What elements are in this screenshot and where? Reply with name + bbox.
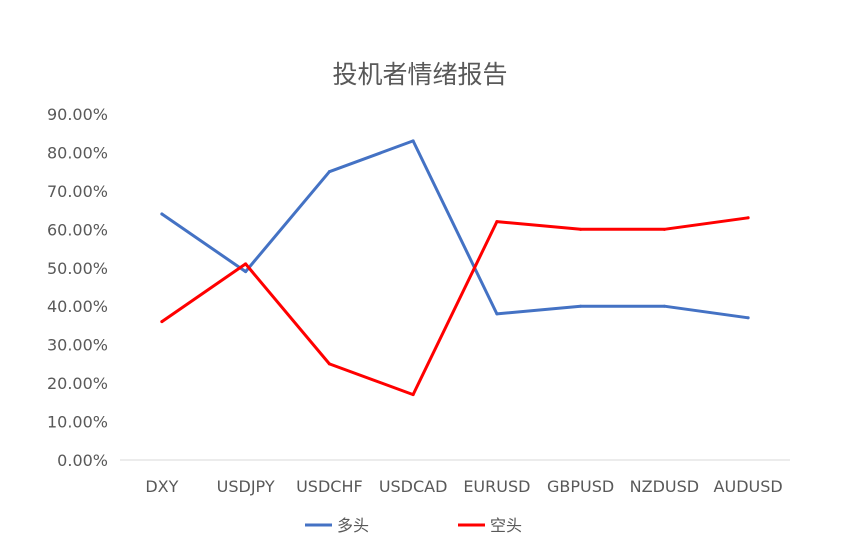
data-point [495,220,499,224]
data-point [244,270,248,274]
data-point [327,362,331,366]
legend-label: 空头 [490,516,522,535]
series-line-1 [160,216,750,397]
x-tick-label: EURUSD [463,477,530,496]
data-point [746,316,750,320]
y-tick-label: 70.00% [47,182,108,201]
y-tick-label: 60.00% [47,220,108,239]
y-tick-label: 10.00% [47,413,108,432]
y-tick-label: 0.00% [57,451,108,470]
x-tick-label: USDCAD [379,477,448,496]
data-point [495,312,499,316]
legend-label: 多头 [337,516,369,535]
data-point [579,227,583,231]
y-tick-label: 90.00% [47,105,108,124]
data-point [327,170,331,174]
data-point [160,212,164,216]
data-point [244,262,248,266]
data-point [662,304,666,308]
y-tick-label: 30.00% [47,336,108,355]
data-point [746,216,750,220]
x-tick-label: USDCHF [296,477,363,496]
x-tick-label: USDJPY [217,477,275,496]
data-point [411,139,415,143]
x-tick-label: AUDUSD [714,477,783,496]
series-layer [160,139,750,397]
x-tick-label: NZDUSD [630,477,699,496]
data-point [579,304,583,308]
chart-title: 投机者情绪报告 [332,60,507,89]
legend: 多头 空头 [305,516,522,535]
y-tick-label: 20.00% [47,374,108,393]
y-tick-label: 80.00% [47,143,108,162]
series-line-0 [160,139,750,320]
data-point [662,227,666,231]
data-point [411,393,415,397]
y-tick-label: 40.00% [47,297,108,316]
y-tick-label: 50.00% [47,259,108,278]
x-tick-label: DXY [145,477,178,496]
data-point [160,320,164,324]
x-axis: DXY USDJPY USDCHF USDCAD EURUSD GBPUSD NZDUSD A… [120,459,790,496]
x-tick-label: GBPUSD [547,477,614,496]
y-axis: 0.00% 10.00% 20.00% 30.00% 40.00% 50.00% 60.00… [47,105,108,470]
